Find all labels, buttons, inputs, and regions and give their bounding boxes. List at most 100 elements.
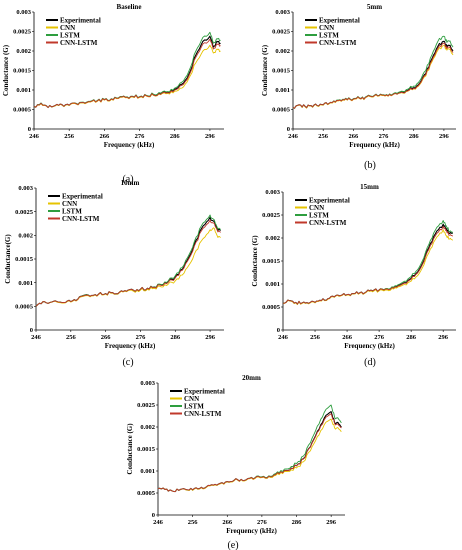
x-tick-label: 286 xyxy=(406,334,417,341)
panel-caption: (c) xyxy=(122,357,133,368)
chart-panel: 0 0.0005 0.001 0.0015 0.002 0.0025 0.003 246 256… xyxy=(261,3,456,171)
y-tick-label: 0.001 xyxy=(275,87,290,94)
y-axis-title: Conductance (G) xyxy=(126,423,134,475)
y-tick-label: 0.0015 xyxy=(13,68,32,75)
y-tick-label: 0.0025 xyxy=(272,29,291,36)
x-tick-label: 276 xyxy=(257,519,268,526)
y-axis-title: Conductance(G) xyxy=(4,234,12,284)
y-tick-label: 0.002 xyxy=(265,235,280,242)
y-tick-label: 0 xyxy=(28,126,31,133)
x-tick-label: 276 xyxy=(135,133,146,140)
x-tick-label: 266 xyxy=(348,133,359,140)
x-tick-label: 286 xyxy=(409,133,420,140)
y-tick-label: 0.0015 xyxy=(137,446,156,453)
y-tick-label: 0.001 xyxy=(18,280,33,287)
x-tick-label: 256 xyxy=(66,334,77,341)
legend-label: LSTM xyxy=(309,211,329,219)
legend-label: CNN-LSTM xyxy=(319,39,357,47)
legend-label: CNN xyxy=(309,204,324,212)
y-tick-label: 0.003 xyxy=(18,185,33,192)
x-axis-title: Frequency (kHz) xyxy=(104,141,155,149)
y-tick-label: 0.003 xyxy=(16,9,31,16)
panel-caption: (b) xyxy=(364,160,376,171)
series-line xyxy=(157,413,342,493)
chart-title: Baseline xyxy=(117,3,142,11)
legend-label: Experimental xyxy=(62,192,103,200)
y-tick-label: 0 xyxy=(30,327,33,334)
y-tick-label: 0.0015 xyxy=(15,256,34,263)
y-tick-label: 0.0025 xyxy=(15,209,34,216)
x-tick-label: 266 xyxy=(342,334,353,341)
y-tick-label: 0.0005 xyxy=(262,304,281,311)
series-line xyxy=(292,40,454,109)
y-tick-label: 0 xyxy=(152,512,155,519)
y-tick-label: 0.0025 xyxy=(262,212,281,219)
x-tick-label: 246 xyxy=(153,519,164,526)
y-tick-label: 0.0025 xyxy=(137,402,156,409)
x-tick-label: 296 xyxy=(205,133,216,140)
y-tick-label: 0.001 xyxy=(16,87,31,94)
series-line xyxy=(292,42,454,109)
legend-label: Experimental xyxy=(309,196,350,204)
legend-label: CNN xyxy=(319,24,334,32)
series-line xyxy=(282,223,453,305)
y-axis-title: Conductance (G) xyxy=(2,44,10,96)
series-line xyxy=(33,44,221,108)
x-tick-label: 256 xyxy=(188,519,199,526)
y-axis-title: Conductance (G) xyxy=(261,44,269,96)
x-axis-title: Frequency (kHz) xyxy=(344,342,395,350)
x-tick-label: 256 xyxy=(310,334,321,341)
series-line xyxy=(35,214,221,307)
y-tick-label: 0.002 xyxy=(18,233,33,240)
x-tick-label: 256 xyxy=(318,133,329,140)
x-tick-label: 276 xyxy=(379,133,390,140)
x-tick-label: 296 xyxy=(205,334,216,341)
legend-label: CNN xyxy=(62,200,77,208)
series-line xyxy=(282,226,454,305)
series-line xyxy=(35,219,221,307)
y-tick-label: 0.002 xyxy=(16,48,31,55)
legend-label: Experimental xyxy=(319,16,360,24)
y-tick-label: 0.0005 xyxy=(272,107,291,114)
y-axis-title: Conductance (G) xyxy=(251,235,259,287)
legend-label: LSTM xyxy=(62,207,82,215)
y-tick-label: 0 xyxy=(287,126,290,133)
series-line xyxy=(33,38,221,108)
panel-caption: (d) xyxy=(364,357,376,368)
series-line xyxy=(157,411,342,493)
x-tick-label: 286 xyxy=(292,519,303,526)
chart-panel: 0 0.0005 0.001 0.0015 0.002 0.0025 0.003 246 256… xyxy=(2,3,224,185)
series-line xyxy=(292,45,454,109)
legend-label: Experimental xyxy=(60,16,101,24)
chart-panel: 0 0.0005 0.001 0.0015 0.002 0.0025 0.003 246 256… xyxy=(4,179,224,368)
series-line xyxy=(35,227,221,307)
x-tick-label: 286 xyxy=(170,334,181,341)
chart-title: 10mm xyxy=(121,179,140,187)
y-tick-label: 0.003 xyxy=(265,189,280,196)
y-tick-label: 0.0025 xyxy=(13,29,32,36)
x-tick-label: 296 xyxy=(326,519,337,526)
x-axis-title: Frequency (kHz) xyxy=(105,342,156,350)
x-tick-label: 266 xyxy=(99,133,110,140)
x-tick-label: 276 xyxy=(136,334,147,341)
x-tick-label: 296 xyxy=(439,133,450,140)
legend-label: CNN xyxy=(184,395,199,403)
y-tick-label: 0 xyxy=(277,327,280,334)
legend-label: LSTM xyxy=(184,402,204,410)
legend-label: CNN-LSTM xyxy=(309,219,347,227)
y-tick-label: 0.0005 xyxy=(137,490,156,497)
y-tick-label: 0.001 xyxy=(140,468,155,475)
series-line xyxy=(35,216,221,307)
y-tick-label: 0.0015 xyxy=(272,68,291,75)
chart-title: 15mm xyxy=(360,183,379,191)
legend-label: Experimental xyxy=(184,387,225,395)
legend-label: LSTM xyxy=(60,31,80,39)
chart-panel: 0 0.0005 0.001 0.0015 0.002 0.0025 0.003 246 256… xyxy=(126,374,345,550)
chart-title: 20mm xyxy=(242,374,261,382)
x-axis-title: Frequency (kHz) xyxy=(349,141,400,149)
x-tick-label: 246 xyxy=(278,334,289,341)
y-tick-label: 0.003 xyxy=(275,9,290,16)
x-axis-title: Frequency (kHz) xyxy=(226,527,277,535)
y-tick-label: 0.003 xyxy=(140,380,155,387)
